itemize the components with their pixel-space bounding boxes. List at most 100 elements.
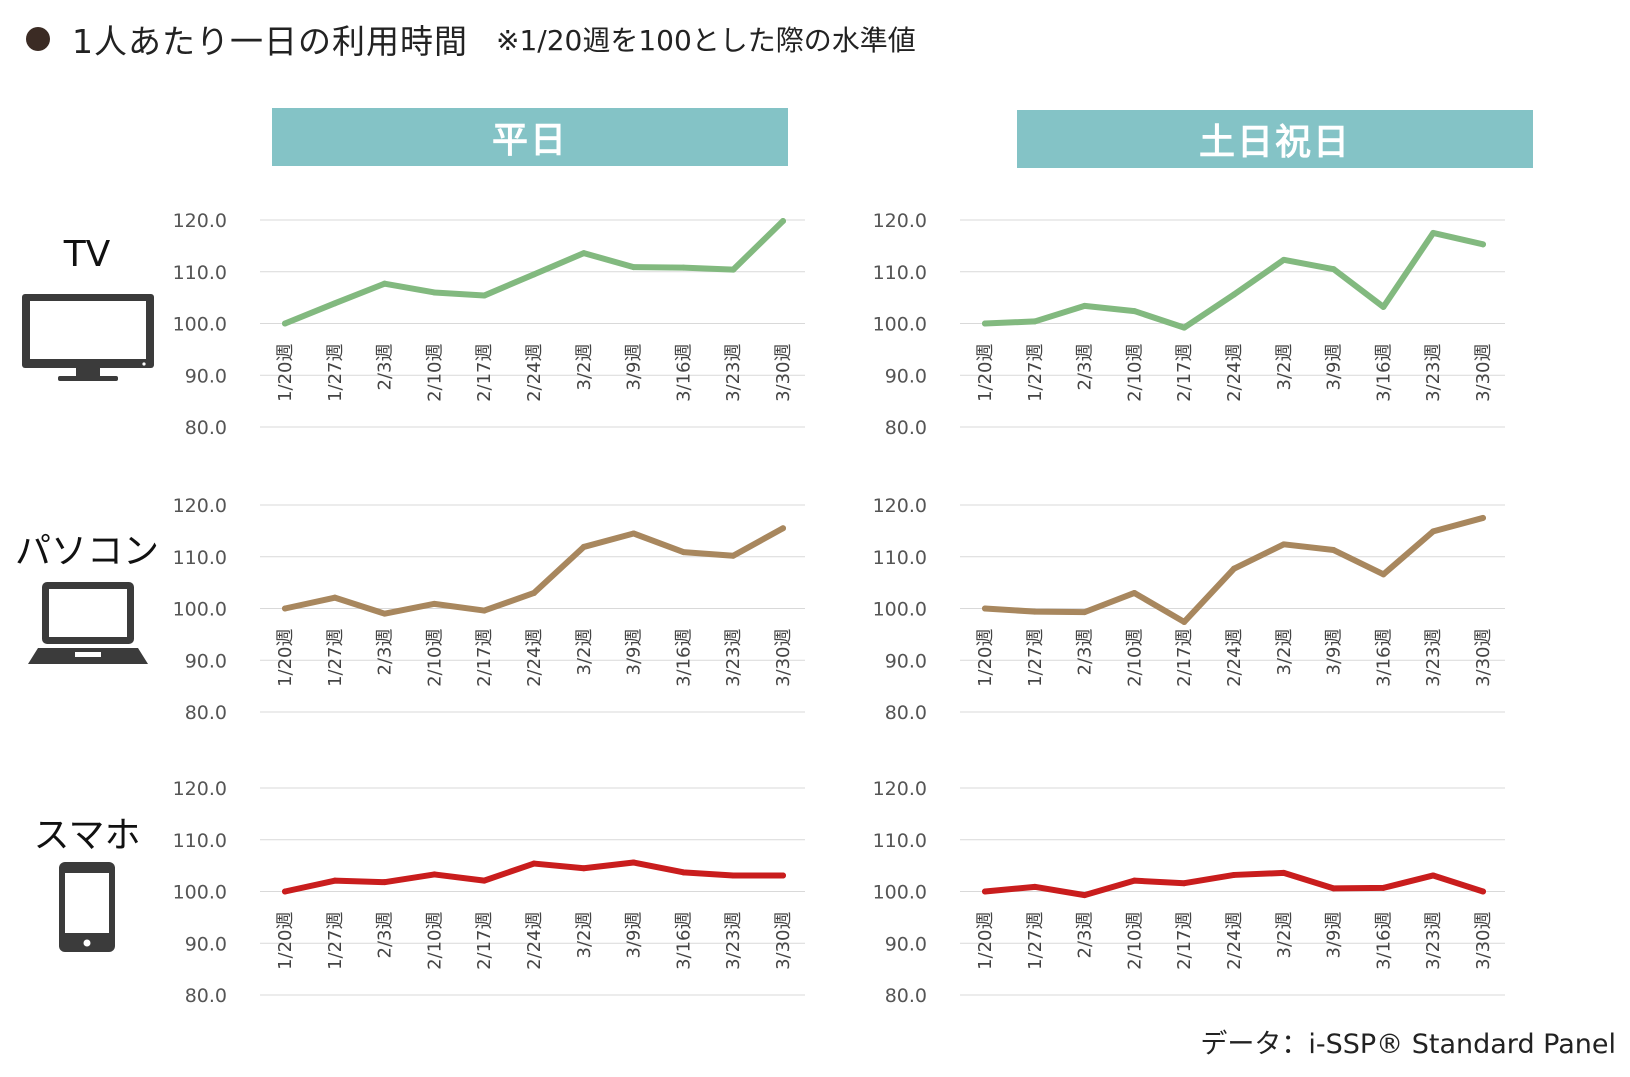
data-point xyxy=(481,292,488,299)
y-tick-label: 120.0 xyxy=(873,495,927,517)
series-line xyxy=(282,525,786,617)
x-tick-label: 2/10週 xyxy=(424,344,445,402)
x-tick-label: 2/10週 xyxy=(1124,629,1145,687)
x-tick-label: 1/20週 xyxy=(975,629,996,687)
data-point xyxy=(780,218,786,225)
x-tick-label: 3/9週 xyxy=(1324,343,1345,390)
x-tick-label: 2/24週 xyxy=(1224,629,1245,687)
x-tick-label: 3/16週 xyxy=(673,344,694,402)
data-point xyxy=(1430,872,1437,879)
x-tick-label: 2/24週 xyxy=(1224,912,1245,970)
device-label-pc: パソコン xyxy=(14,531,159,572)
y-tick-label: 100.0 xyxy=(173,314,227,336)
data-point xyxy=(1231,871,1237,878)
x-tick-label: 2/24週 xyxy=(1224,344,1245,402)
data-point xyxy=(282,320,288,327)
x-tick-label: 2/17週 xyxy=(1174,344,1195,402)
data-point xyxy=(982,320,988,327)
x-tick-label: 2/17週 xyxy=(474,344,495,402)
group-header-weekday: 平日 xyxy=(272,108,788,166)
data-point xyxy=(431,600,438,607)
x-tick-label: 1/27週 xyxy=(1025,629,1046,687)
series-line xyxy=(982,229,1486,331)
title-row: 1人あたり一日の利用時間 ※1/20週を100とした際の水準値 xyxy=(26,14,916,64)
data-point xyxy=(780,525,786,532)
device-label-smartphone: スマホ xyxy=(33,815,141,856)
y-tick-label: 120.0 xyxy=(873,778,927,800)
data-point xyxy=(630,859,637,866)
data-point xyxy=(531,589,537,596)
y-tick-label: 80.0 xyxy=(885,985,927,1007)
y-tick-label: 120.0 xyxy=(873,210,927,232)
x-tick-label: 3/9週 xyxy=(624,343,645,390)
data-point xyxy=(630,264,637,271)
x-tick-label: 1/27週 xyxy=(325,629,346,687)
title-bullet-icon xyxy=(26,27,50,51)
y-tick-label: 80.0 xyxy=(885,702,927,724)
y-tick-label: 90.0 xyxy=(185,933,227,955)
data-point xyxy=(580,543,587,550)
x-tick-label: 2/3週 xyxy=(1075,629,1096,676)
x-tick-label: 3/2週 xyxy=(1274,912,1295,959)
data-point xyxy=(1430,229,1437,236)
x-tick-label: 1/27週 xyxy=(325,344,346,402)
data-point xyxy=(331,300,338,307)
chart-holiday-tv: 80.0 90.0 100.0 110.0 120.0 1/20週 1/27週 2/3週 2/1… xyxy=(873,210,1505,439)
x-tick-label: 2/17週 xyxy=(1174,629,1195,687)
x-tick-label: 2/24週 xyxy=(524,344,545,402)
x-tick-label: 1/27週 xyxy=(325,912,346,970)
laptop-icon xyxy=(28,582,148,664)
x-tick-label: 3/2週 xyxy=(574,344,595,391)
y-tick-label: 100.0 xyxy=(173,882,227,904)
y-tick-label: 110.0 xyxy=(173,547,227,569)
x-tick-label: 3/30週 xyxy=(1473,344,1494,402)
data-point xyxy=(1231,291,1237,298)
chart-weekday-tv: 80.0 90.0 100.0 110.0 120.0 1/20週 1/27週 2/3週 2/1… xyxy=(173,210,805,439)
chart-weekday-smartphone: 80.0 90.0 100.0 110.0 120.0 1/20週 1/27週 2/3週 2/1… xyxy=(173,778,805,1007)
y-tick-label: 80.0 xyxy=(885,417,927,439)
data-point xyxy=(381,610,388,617)
x-tick-label: 1/20週 xyxy=(275,629,296,687)
data-point xyxy=(1480,241,1486,248)
data-point xyxy=(1181,618,1188,625)
y-tick-label: 110.0 xyxy=(873,830,927,852)
data-point xyxy=(1131,308,1138,315)
x-tick-label: 2/3週 xyxy=(1075,344,1096,391)
x-tick-label: 3/23週 xyxy=(723,344,744,402)
data-point xyxy=(381,879,388,886)
data-point xyxy=(1480,514,1486,521)
group-header-holiday: 土日祝日 xyxy=(1017,110,1533,168)
chart-weekday-pc: 80.0 90.0 100.0 110.0 120.0 1/20週 1/27週 2/3週 2/1… xyxy=(173,495,805,724)
data-source-note: データ：i-SSP® Standard Panel xyxy=(1200,1029,1616,1060)
x-tick-label: 3/2週 xyxy=(574,912,595,959)
data-point xyxy=(730,872,737,879)
data-point xyxy=(1280,256,1287,263)
data-point xyxy=(381,280,388,287)
data-point xyxy=(1330,885,1337,892)
data-point xyxy=(1081,892,1088,899)
data-point xyxy=(1131,589,1138,596)
data-point xyxy=(282,888,288,895)
data-point xyxy=(982,888,988,895)
x-tick-label: 3/9週 xyxy=(1324,629,1345,676)
data-point xyxy=(1380,303,1387,310)
x-tick-label: 3/30週 xyxy=(773,344,794,402)
x-tick-label: 3/30週 xyxy=(773,912,794,970)
x-tick-label: 2/24週 xyxy=(524,629,545,687)
data-point xyxy=(1031,318,1038,325)
x-tick-label: 1/27週 xyxy=(1025,344,1046,402)
x-tick-label: 3/30週 xyxy=(1473,912,1494,970)
x-tick-label: 3/23週 xyxy=(723,912,744,970)
x-tick-label: 2/10週 xyxy=(424,629,445,687)
data-point xyxy=(1131,877,1138,884)
data-point xyxy=(1231,565,1237,572)
smartphone-icon xyxy=(59,862,115,952)
data-point xyxy=(1031,883,1038,890)
x-tick-label: 3/2週 xyxy=(574,629,595,676)
x-tick-label: 3/23週 xyxy=(723,629,744,687)
y-tick-label: 110.0 xyxy=(173,830,227,852)
data-point xyxy=(1081,302,1088,309)
x-tick-label: 3/23週 xyxy=(1423,629,1444,687)
x-tick-label: 2/3週 xyxy=(375,344,396,391)
x-tick-label: 3/9週 xyxy=(624,912,645,959)
